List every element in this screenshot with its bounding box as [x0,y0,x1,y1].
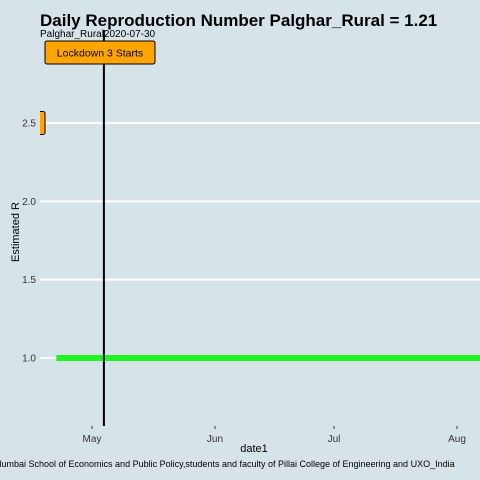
y-tick-label: 1.0 [22,354,36,365]
y-tick-label: 2.0 [22,197,36,208]
annotation-box [40,111,46,135]
plot-panel [40,30,480,426]
y-axis: 1.0 1.5 2.0 2.5 [22,119,36,365]
x-axis: May Jun Jul Aug [83,426,466,445]
x-tick-label: Jun [207,434,223,445]
y-tick-label: 2.5 [22,119,36,130]
x-axis-label: date1 [240,443,268,455]
annotation-label: Lockdown 3 Starts [57,48,143,60]
y-tick-label: 1.5 [22,275,36,286]
chart-title: Daily Reproduction Number Palghar_Rural … [40,11,437,30]
x-tick-label: Aug [448,434,466,445]
caption: Mumbai School of Economics and Public Po… [0,459,455,469]
annotation-layer: Lockdown 3 StartsLockdown 2 Starts [40,40,156,135]
chart-subtitle: Palghar_Rural2020-07-30 [40,29,156,40]
x-tick-label: May [83,434,102,445]
annotation-box [44,40,156,65]
y-axis-label: Estimated R [10,202,22,262]
x-tick-label: Jul [328,434,341,445]
